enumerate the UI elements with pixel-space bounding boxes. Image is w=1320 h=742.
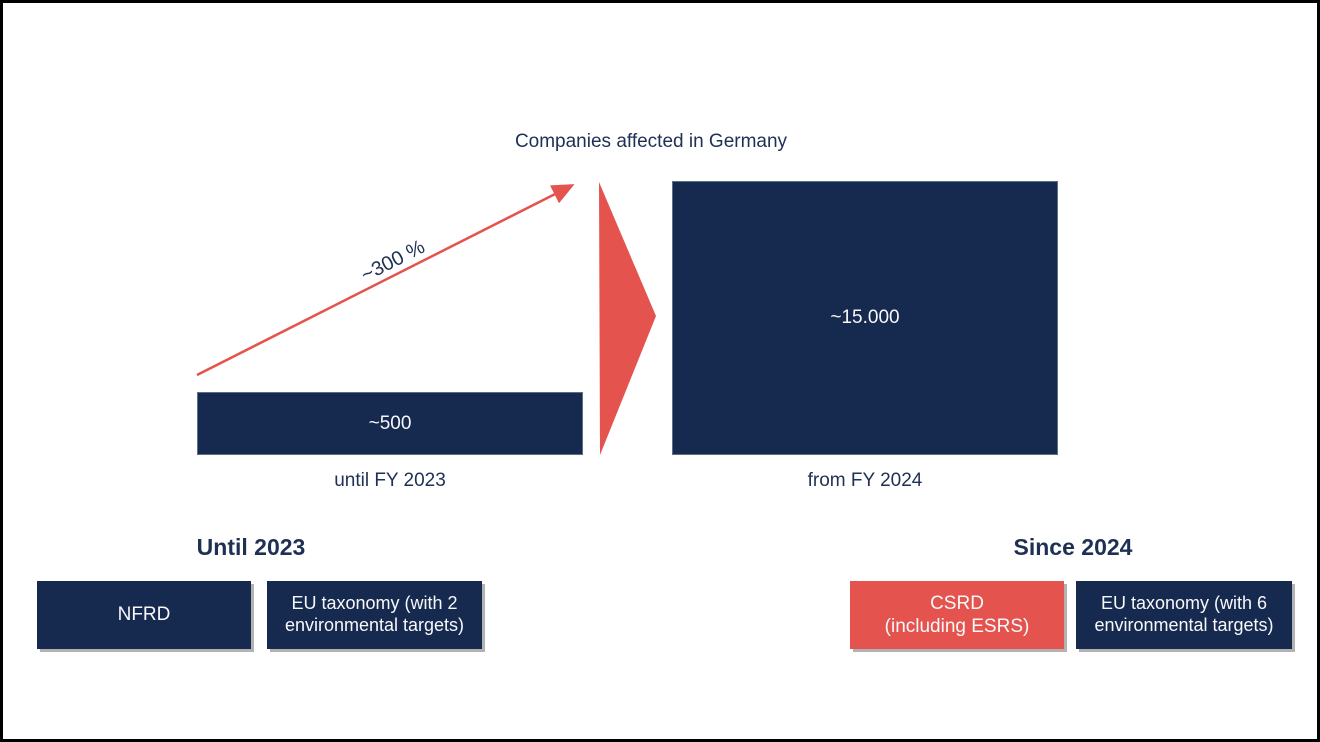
bar-from-fy2024: ~15.000: [672, 181, 1058, 455]
legend-box-eu-taxonomy-2-line1: EU taxonomy (with 2: [291, 593, 458, 614]
axis-label-from-fy2024: from FY 2024: [807, 470, 923, 491]
legend-heading-since-2024: Since 2024: [1013, 534, 1133, 560]
legend-box-eu-taxonomy-2-line2: environmental targets): [284, 615, 465, 635]
bar-until-fy2023: ~500: [197, 392, 583, 455]
legend-box-csrd-line1: CSRD: [930, 592, 984, 614]
legend-box-csrd: CSRD (including ESRS): [850, 581, 1064, 649]
legend-box-csrd-line2: (including ESRS): [884, 616, 1030, 637]
legend-heading-until-2023: Until 2023: [196, 534, 306, 560]
legend-box-eu-taxonomy-2: EU taxonomy (with 2 environmental target…: [267, 581, 482, 649]
legend-box-nfrd: NFRD: [37, 581, 251, 649]
legend-box-nfrd-label: NFRD: [117, 604, 171, 626]
bar-until-fy2023-value: ~500: [368, 412, 412, 434]
legend-box-eu-taxonomy-6-line2: environmental targets): [1094, 615, 1274, 635]
growth-percentage-label: ~300 %: [357, 235, 429, 287]
bar-from-fy2024-value: ~15.000: [830, 307, 900, 328]
chart-title: Companies affected in Germany: [514, 131, 788, 152]
legend-box-eu-taxonomy-6: EU taxonomy (with 6 environmental target…: [1076, 581, 1292, 649]
legend-box-eu-taxonomy-6-line1: EU taxonomy (with 6: [1100, 593, 1268, 614]
axis-label-until-fy2023: until FY 2023: [334, 470, 446, 491]
transition-triangle-icon: [599, 182, 656, 455]
